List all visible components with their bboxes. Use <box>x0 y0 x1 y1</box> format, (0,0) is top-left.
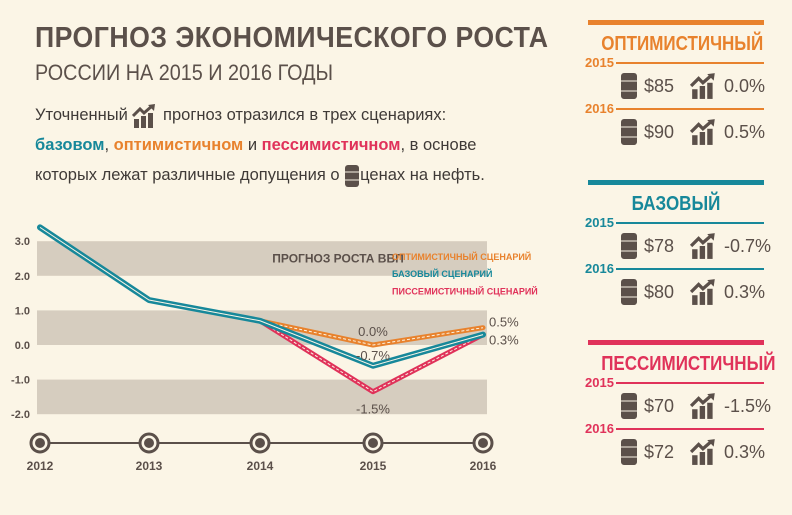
scenario-row: 2016 $72 0.3% <box>585 421 766 474</box>
growth-chart-icon <box>132 103 156 128</box>
x-tick-label: 2014 <box>247 459 274 473</box>
y-tick-label: 0.0 <box>15 340 30 352</box>
growth-chart-icon <box>690 393 715 419</box>
y-tick-label: 1.0 <box>15 305 30 317</box>
scenario-title: БАЗОВЫЙ <box>631 193 721 215</box>
gdp-growth: -0.7% <box>724 235 772 256</box>
scenario-title: ОПТИМИСТИЧНЫЙ <box>601 33 764 55</box>
x-tick-label: 2016 <box>470 459 497 473</box>
scenario-row: 2015 $70 -1.5% <box>585 375 771 428</box>
divider <box>588 180 764 185</box>
grid-band <box>37 241 487 276</box>
oil-barrel-icon <box>345 164 360 187</box>
x-tick-label: 2015 <box>360 459 387 473</box>
gdp-growth: 0.5% <box>724 121 766 142</box>
growth-chart-icon <box>690 119 715 145</box>
oil-price: $70 <box>644 395 675 416</box>
divider <box>588 20 764 25</box>
oil-price: $72 <box>644 441 675 462</box>
oil-price: $80 <box>644 281 675 302</box>
timeline-marker-dot <box>144 438 154 448</box>
legend-entry: ПИССЕМИСТИЧНЫЙ СЦЕНАРИЙ <box>392 285 538 296</box>
series-line-highlight <box>39 226 484 367</box>
year-label: 2016 <box>585 261 616 276</box>
year-label: 2016 <box>585 421 616 436</box>
scenario-row: 2016 $90 0.5% <box>585 101 766 154</box>
intro-base: базовом <box>35 136 105 154</box>
intro-part: прогноз отразился в трех сценариях: <box>163 106 447 124</box>
grid-band <box>37 379 487 415</box>
page-title: ПРОГНОЗ ЭКОНОМИЧЕСКОГО РОСТА <box>35 22 549 54</box>
y-tick-label: -2.0 <box>11 409 30 421</box>
oil-barrel-icon <box>621 233 637 259</box>
legend-entry: БАЗОВЫЙ СЦЕНАРИЙ <box>392 268 492 279</box>
growth-chart-icon <box>690 439 715 465</box>
y-tick-label: 3.0 <box>15 236 30 248</box>
timeline-marker-dot <box>478 438 488 448</box>
gdp-growth: 0.0% <box>724 75 766 96</box>
chart-title: ПРОГНОЗ РОСТА ВВП <box>272 252 404 266</box>
intro-optimistic: оптимистичном <box>113 136 244 154</box>
x-tick-label: 2012 <box>27 459 54 473</box>
gdp-chart: 3.0 2.0 1.0 0.0 -1.0 -2.0 ПРОГНОЗ РОСТА ВВПОПТ… <box>11 224 538 473</box>
growth-chart-icon <box>690 73 715 99</box>
gdp-growth: 0.3% <box>724 441 766 462</box>
oil-barrel-icon <box>621 279 637 305</box>
legend-entry: ОПТИМИСТИЧНЫЙ СЦЕНАРИЙ <box>392 251 531 262</box>
intro-part: и <box>247 136 258 154</box>
oil-barrel-icon <box>621 119 637 145</box>
growth-chart-icon <box>690 279 715 305</box>
data-label: -1.5% <box>356 402 390 417</box>
series-line-highlight <box>259 320 484 393</box>
intro-text: Уточненный прогноз отразился в трех сцен… <box>35 100 555 190</box>
timeline-marker-dot <box>35 438 45 448</box>
timeline-marker-dot <box>255 438 265 448</box>
scenario-panel: ОПТИМИСТИЧНЫЙ 2015 $85 0.0% 2016 $90 0.5% <box>585 20 766 154</box>
scenario-row: 2015 $78 -0.7% <box>585 215 771 268</box>
year-label: 2015 <box>585 55 616 70</box>
intro-pessimistic: пессимистичном <box>261 136 401 154</box>
page-subtitle: РОССИИ НА 2015 И 2016 ГОДЫ <box>35 60 334 85</box>
oil-barrel-icon <box>621 73 637 99</box>
oil-price: $85 <box>644 75 675 96</box>
timeline-marker-dot <box>368 438 378 448</box>
oil-price: $78 <box>644 235 675 256</box>
growth-chart-icon <box>690 233 715 259</box>
scenario-row: 2016 $80 0.3% <box>585 261 766 314</box>
year-label: 2015 <box>585 215 616 230</box>
data-label: -0.7% <box>356 348 390 363</box>
scenario-panel: ПЕССИМИСТИЧНЫЙ 2015 $70 -1.5% 2016 $72 0.3… <box>585 340 776 474</box>
oil-barrel-icon <box>621 393 637 419</box>
gdp-growth: -1.5% <box>724 395 772 416</box>
scenario-panel: БАЗОВЫЙ 2015 $78 -0.7% 2016 $80 0.3% <box>585 180 771 314</box>
intro-part: , в основе <box>400 136 477 154</box>
oil-price: $90 <box>644 121 675 142</box>
x-tick-label: 2013 <box>136 459 163 473</box>
oil-barrel-icon <box>621 439 637 465</box>
series-line-highlight <box>259 320 484 346</box>
data-label: 0.3% <box>489 333 519 348</box>
data-label: 0.5% <box>489 315 519 330</box>
intro-part: ценах на нефть. <box>360 166 485 184</box>
intro-part: Уточненный <box>35 106 128 124</box>
year-label: 2015 <box>585 375 616 390</box>
gdp-growth: 0.3% <box>724 281 766 302</box>
y-tick-label: -1.0 <box>11 375 30 387</box>
y-tick-label: 2.0 <box>15 271 30 283</box>
year-label: 2016 <box>585 101 616 116</box>
scenario-row: 2015 $85 0.0% <box>585 55 766 108</box>
intro-part: которых лежат различные допущения о <box>35 166 340 184</box>
intro-part: , <box>104 136 110 154</box>
divider <box>588 340 764 345</box>
scenario-title: ПЕССИМИСТИЧНЫЙ <box>601 353 776 375</box>
data-label: 0.0% <box>358 324 388 339</box>
